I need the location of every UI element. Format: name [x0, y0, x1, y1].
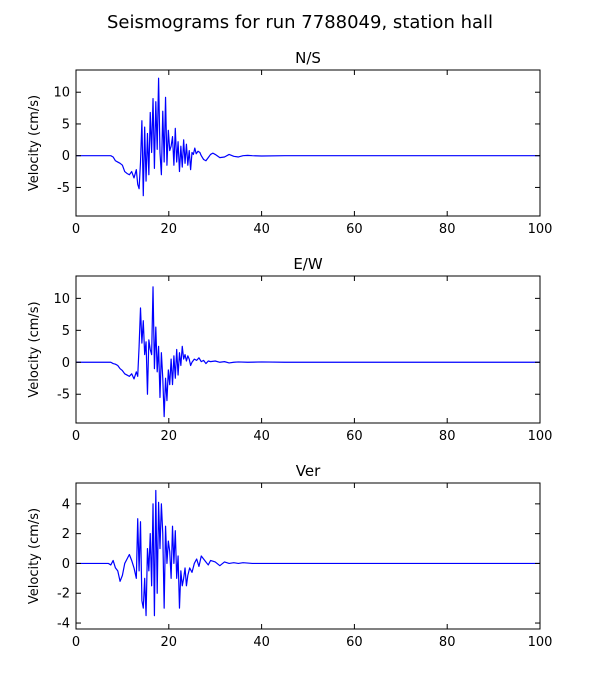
series-line-e-w: [76, 286, 540, 418]
panel-ver: Ver 0 20 40 60 80 100 -4 -2 0 2 4 Velocity (cm/s): [27, 462, 552, 650]
y-axis-label: Velocity (cm/s): [27, 301, 42, 397]
x-tick-label: 0: [72, 429, 80, 444]
panel-title-n-s: N/S: [295, 49, 321, 67]
panel-title-e-w: E/W: [293, 255, 323, 273]
x-tick-label: 40: [253, 222, 270, 237]
y-tick-label: 0: [62, 356, 70, 371]
series-line-ver: [76, 489, 540, 617]
y-tick-label: 0: [62, 149, 70, 164]
axes-frame-ver: [75, 482, 541, 630]
x-tick-label: 80: [439, 635, 456, 650]
y-tick-label: -5: [57, 181, 70, 196]
y-tick-label: 2: [62, 527, 70, 542]
y-axis-label: Velocity (cm/s): [27, 95, 42, 191]
axes-frame-n-s: [75, 69, 541, 217]
x-tick-label: 40: [253, 429, 270, 444]
figure-suptitle: Seismograms for run 7788049, station hal…: [107, 12, 493, 33]
x-tick-label: 80: [439, 429, 456, 444]
x-tick-label: 100: [528, 635, 553, 650]
y-axis-label: Velocity (cm/s): [27, 508, 42, 604]
x-tick-label: 0: [72, 222, 80, 237]
x-tick-label: 0: [72, 635, 80, 650]
y-tick-label: 0: [62, 557, 70, 572]
x-tick-label: 100: [528, 222, 553, 237]
x-tick-label: 60: [346, 635, 363, 650]
y-tick-label: 5: [62, 324, 70, 339]
x-tick-label: 20: [161, 222, 178, 237]
x-tick-label: 60: [346, 429, 363, 444]
y-tick-label: 10: [53, 292, 70, 307]
y-tick-label: -5: [57, 388, 70, 403]
y-tick-label: 4: [62, 497, 70, 512]
y-tick-label: 5: [62, 117, 70, 132]
panel-e-w: E/W 0 20 40 60 80 100 -5 0 5 10 Velocity (cm/s): [27, 255, 552, 444]
x-tick-label: 60: [346, 222, 363, 237]
y-tick-label: -2: [57, 587, 70, 602]
y-tick-label: -4: [57, 617, 70, 632]
x-tick-label: 40: [253, 635, 270, 650]
axes-frame-e-w: [75, 275, 541, 424]
x-tick-label: 20: [161, 635, 178, 650]
series-line-n-s: [76, 77, 540, 197]
panel-n-s: N/S 0 20 40 60 80 100 -5 0 5 10 Velocity (cm/s): [27, 49, 552, 237]
y-tick-label: 10: [53, 86, 70, 101]
x-tick-label: 100: [528, 429, 553, 444]
x-tick-label: 20: [161, 429, 178, 444]
panel-title-ver: Ver: [296, 462, 321, 480]
x-tick-label: 80: [439, 222, 456, 237]
